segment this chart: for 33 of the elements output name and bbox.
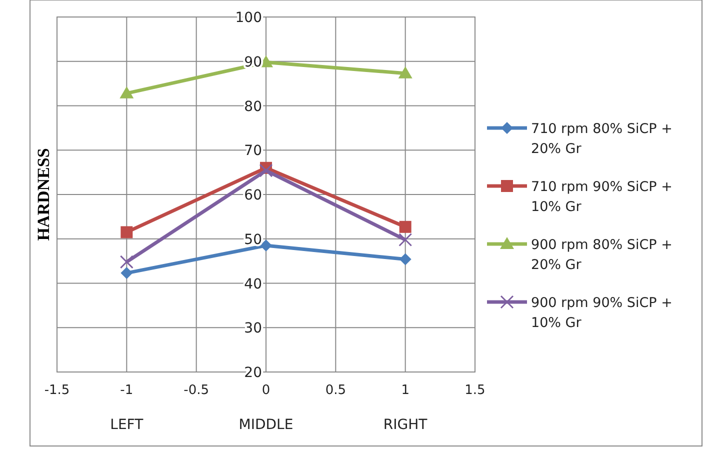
point: [120, 226, 133, 238]
point: [120, 86, 134, 98]
y-tick-label: 20: [244, 365, 262, 381]
text: LEFT: [110, 417, 144, 433]
y-tick-label: 50: [244, 232, 262, 248]
legend-label: 710 rpm 90% SiCP + 10% Gr: [531, 179, 672, 215]
y-tick-label: 80: [244, 98, 262, 115]
x-tick-label: 0: [262, 383, 270, 398]
y-axis-title: HARDNESS: [34, 148, 53, 241]
point: [120, 267, 133, 280]
text: RIGHT: [383, 417, 428, 433]
point: [399, 220, 412, 233]
y-tick-label: 100: [235, 10, 262, 26]
y-tick-label: 40: [244, 276, 262, 292]
x-tick-label: -0.5: [184, 383, 210, 398]
text: MIDDLE: [238, 417, 294, 433]
point: [260, 240, 272, 252]
legend-label: 900 rpm 80% SiCP + 20% Gr: [531, 237, 672, 273]
point: [398, 233, 412, 247]
point: [398, 66, 412, 78]
point: [259, 164, 273, 178]
legend-label: 900 rpm 90% SiCP + 10% Gr: [531, 295, 672, 331]
y-tick-label: 30: [244, 320, 262, 337]
x-tick-label: -1.5: [44, 383, 70, 398]
point: [120, 255, 134, 269]
x-tick-label: -1: [120, 383, 134, 398]
x-tick-label: 1: [401, 383, 410, 398]
point: [399, 253, 412, 266]
x-tick-label: 1.5: [464, 383, 486, 398]
y-tick-label: 70: [244, 143, 262, 160]
y-tick-label: 60: [244, 188, 262, 204]
legend-label: 710 rpm 80% SiCP + 20% Gr: [531, 121, 672, 157]
x-tick-label: 0.5: [325, 383, 346, 398]
